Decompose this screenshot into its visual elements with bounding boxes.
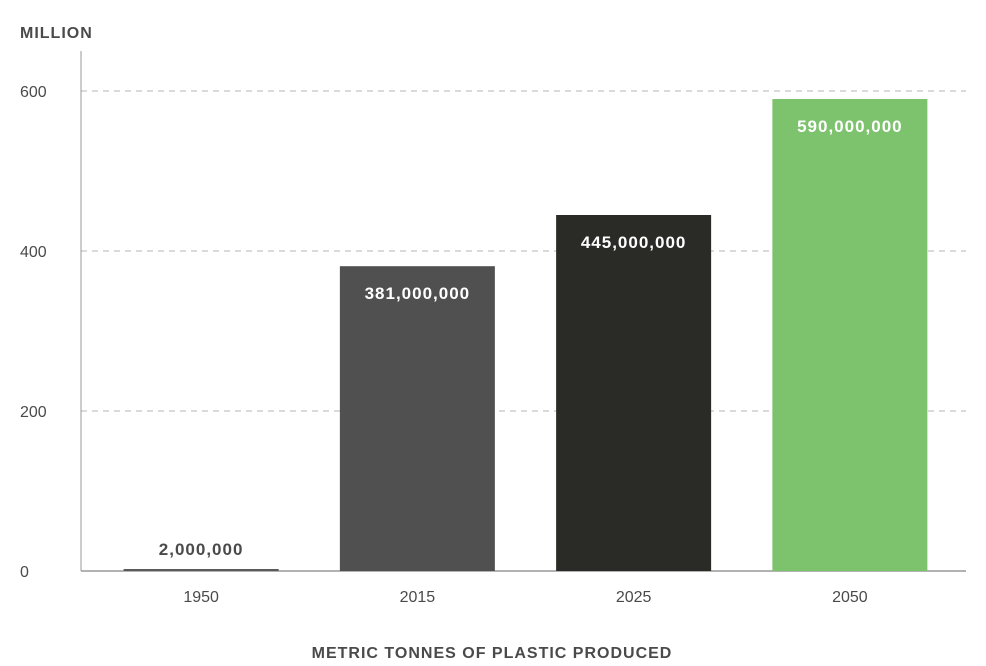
bar-2025: [556, 215, 712, 571]
x-axis-label: METRIC TONNES OF PLASTIC PRODUCED: [312, 645, 673, 662]
data-label: 381,000,000: [365, 284, 471, 303]
y-unit-label: MILLION: [20, 25, 93, 42]
bar-1950: [123, 569, 279, 571]
bar-2050: [772, 99, 928, 571]
data-label: 2,000,000: [159, 540, 244, 559]
y-tick-label: 400: [20, 244, 47, 261]
y-tick-label: 600: [20, 84, 47, 101]
x-tick-label: 2015: [400, 589, 436, 606]
x-tick-label: 2050: [832, 589, 868, 606]
data-label: 445,000,000: [581, 233, 687, 252]
bar-2015: [339, 266, 495, 571]
y-axis-ticks: 0 200 400 600: [20, 84, 47, 581]
data-label: 590,000,000: [797, 117, 903, 136]
y-tick-label: 0: [20, 564, 29, 581]
y-tick-label: 200: [20, 404, 47, 421]
x-tick-label: 1950: [183, 589, 219, 606]
bars: 2,000,000 381,000,000 445,000,000 590,000,0…: [123, 99, 928, 571]
x-tick-label: 2025: [616, 589, 652, 606]
x-axis-ticks: 1950 2015 2025 2050: [183, 589, 867, 606]
